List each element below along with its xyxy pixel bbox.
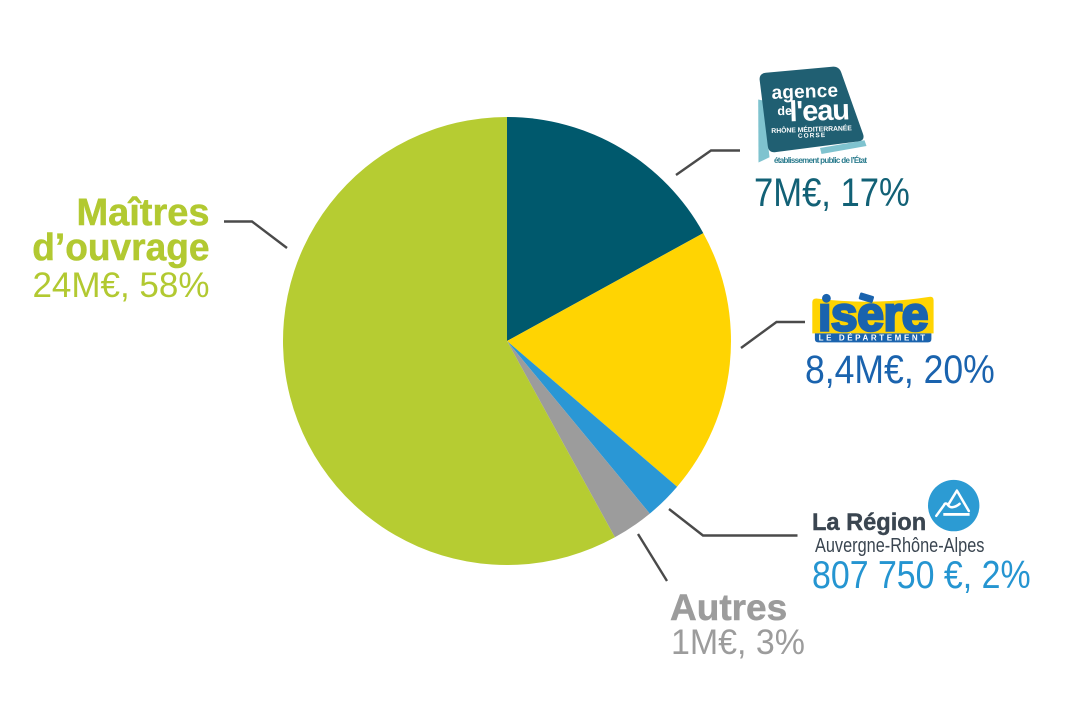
svg-text:de: de (777, 104, 792, 119)
svg-text:RHÔNE MÉDITERRANÉE: RHÔNE MÉDITERRANÉE (771, 123, 852, 135)
svg-text:l'eau: l'eau (789, 94, 850, 128)
svg-text:LE DÉPARTEMENT: LE DÉPARTEMENT (819, 334, 928, 343)
svg-text:CORSE: CORSE (798, 132, 826, 140)
svg-text:agence: agence (771, 81, 838, 104)
svg-text:établissement public de l’État: établissement public de l’État (774, 156, 867, 165)
